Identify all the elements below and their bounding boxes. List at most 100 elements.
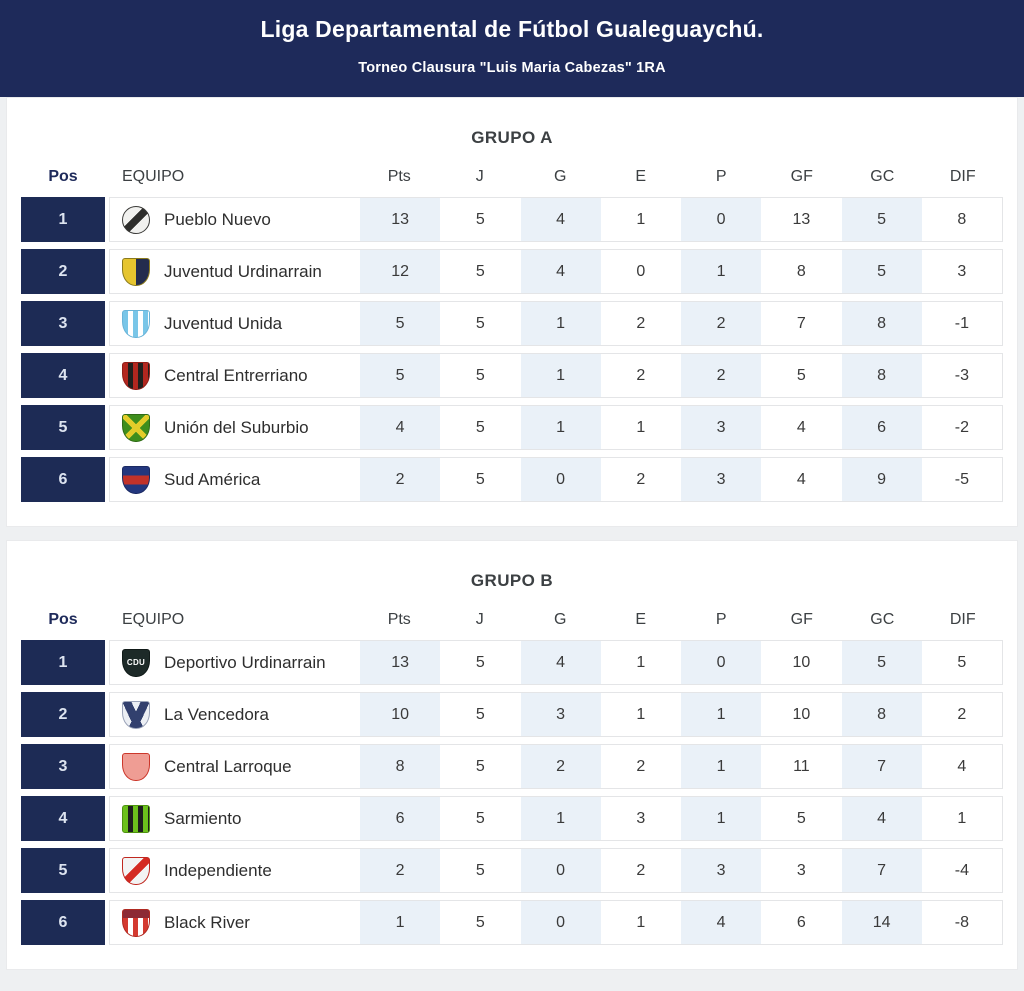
- stat-e: 1: [636, 210, 646, 228]
- stat-pts: 8: [360, 745, 441, 788]
- stat-gf: 13: [792, 210, 811, 228]
- stat-e: 2: [636, 366, 646, 384]
- stat-j: 5: [475, 913, 485, 931]
- stat-j: 5: [475, 653, 485, 671]
- team-cell: La Vencedora: [110, 693, 360, 736]
- team-cell: Sud América: [110, 458, 360, 501]
- position-cell: 1: [21, 640, 105, 685]
- table-row: 1 CDU Deportivo Urdinarrain 13 5 4 1 0 10 5 5: [21, 640, 1003, 685]
- column-header-j: J: [475, 168, 484, 185]
- standings: GRUPO A Pos EQUIPO Pts J G E P GF GC DIF 1 Pueblo Nu…: [0, 97, 1024, 970]
- stat-pts: 6: [360, 797, 441, 840]
- table-row: 1 Pueblo Nuevo 13 5 4 1 0 13 5 8: [21, 197, 1003, 242]
- stat-g: 0: [520, 901, 601, 944]
- column-header-gc: GC: [870, 611, 895, 628]
- stat-p: 0: [681, 641, 762, 684]
- table-row: 2 Juventud Urdinarrain 12 5 4 0 1 8 5 3: [21, 249, 1003, 294]
- team-cell: CDU Deportivo Urdinarrain: [110, 641, 360, 684]
- table-header-row: Pos EQUIPO Pts J G E P GF GC DIF: [21, 611, 1003, 629]
- stat-g: 1: [520, 354, 601, 397]
- position-cell: 1: [21, 197, 105, 242]
- stat-dif: 5: [957, 653, 967, 671]
- table-row: 5 Unión del Suburbio 4 5 1 1 3 4 6 -2: [21, 405, 1003, 450]
- stat-gc: 5: [841, 250, 922, 293]
- stat-pts: 2: [360, 849, 441, 892]
- stat-j: 5: [475, 861, 485, 879]
- stat-j: 5: [475, 809, 485, 827]
- stat-p: 3: [681, 458, 762, 501]
- team-crest-icon: [122, 752, 150, 781]
- stat-p: 1: [681, 797, 762, 840]
- stat-dif: 1: [957, 809, 967, 827]
- stat-pts: 12: [360, 250, 441, 293]
- stat-gf: 4: [796, 470, 806, 488]
- table-header-columns: EQUIPO Pts J G E P GF GC DIF: [109, 168, 1003, 186]
- stat-g: 0: [520, 458, 601, 501]
- team-cell: Central Larroque: [110, 745, 360, 788]
- stat-j: 5: [475, 418, 485, 436]
- stat-pts: 4: [360, 406, 441, 449]
- table-row: 6 Sud América 2 5 0 2 3 4 9 -5: [21, 457, 1003, 502]
- team-name: La Vencedora: [164, 704, 269, 724]
- team-name: Deportivo Urdinarrain: [164, 652, 326, 672]
- stat-pts: 2: [360, 458, 441, 501]
- stat-g: 1: [520, 797, 601, 840]
- row-body: Juventud Urdinarrain 12 5 4 0 1 8 5 3: [109, 249, 1003, 294]
- column-header-pts: Pts: [387, 168, 411, 185]
- stat-gf: 5: [796, 809, 806, 827]
- stat-pts: 13: [360, 198, 441, 241]
- stat-gf: 10: [792, 653, 811, 671]
- column-header-g: G: [554, 168, 567, 185]
- team-name: Central Larroque: [164, 756, 292, 776]
- stat-gf: 4: [796, 418, 806, 436]
- stat-j: 5: [475, 757, 485, 775]
- stat-gf: 6: [796, 913, 806, 931]
- stat-gc: 6: [841, 406, 922, 449]
- stat-gc: 8: [841, 302, 922, 345]
- stat-pts: 10: [360, 693, 441, 736]
- team-cell: Sarmiento: [110, 797, 360, 840]
- team-name: Sarmiento: [164, 808, 242, 828]
- stat-g: 1: [520, 406, 601, 449]
- team-crest-icon: CDU: [122, 648, 150, 677]
- stat-j: 5: [475, 366, 485, 384]
- stat-gc: 5: [841, 198, 922, 241]
- group-title: GRUPO A: [471, 128, 553, 147]
- column-header-e: E: [635, 168, 647, 185]
- position-cell: 2: [21, 249, 105, 294]
- stat-g: 4: [520, 641, 601, 684]
- table-row: 3 Central Larroque 8 5 2 2 1 11 7 4: [21, 744, 1003, 789]
- stat-g: 3: [520, 693, 601, 736]
- stat-p: 0: [681, 198, 762, 241]
- stat-dif: -8: [954, 913, 969, 931]
- team-name: Pueblo Nuevo: [164, 209, 271, 229]
- stat-pts: 1: [360, 901, 441, 944]
- column-header-g: G: [554, 611, 567, 628]
- team-cell: Black River: [110, 901, 360, 944]
- stat-e: 1: [636, 418, 646, 436]
- page-header: Liga Departamental de Fútbol Gualeguaych…: [0, 0, 1024, 97]
- table-header-columns: EQUIPO Pts J G E P GF GC DIF: [109, 611, 1003, 629]
- team-crest-icon: [122, 413, 150, 442]
- stat-gc: 7: [841, 849, 922, 892]
- team-name: Juventud Urdinarrain: [164, 261, 322, 281]
- column-header-gf: GF: [790, 168, 813, 185]
- stat-gf: 10: [792, 705, 811, 723]
- page-title: Liga Departamental de Fútbol Gualeguaych…: [260, 16, 764, 42]
- position-cell: 5: [21, 848, 105, 893]
- stat-gf: 3: [796, 861, 806, 879]
- team-cell: Independiente: [110, 849, 360, 892]
- stat-p: 3: [681, 849, 762, 892]
- stat-dif: 3: [957, 262, 967, 280]
- group-title: GRUPO B: [470, 571, 554, 590]
- row-body: CDU Deportivo Urdinarrain 13 5 4 1 0 10 5 5: [109, 640, 1003, 685]
- team-crest-icon: [122, 205, 150, 234]
- row-body: Independiente 2 5 0 2 3 3 7 -4: [109, 848, 1003, 893]
- stat-p: 1: [681, 693, 762, 736]
- column-header-j: J: [475, 611, 484, 628]
- team-cell: Juventud Urdinarrain: [110, 250, 360, 293]
- stat-gc: 7: [841, 745, 922, 788]
- team-cell: Pueblo Nuevo: [110, 198, 360, 241]
- team-name: Black River: [164, 912, 250, 932]
- position-cell: 5: [21, 405, 105, 450]
